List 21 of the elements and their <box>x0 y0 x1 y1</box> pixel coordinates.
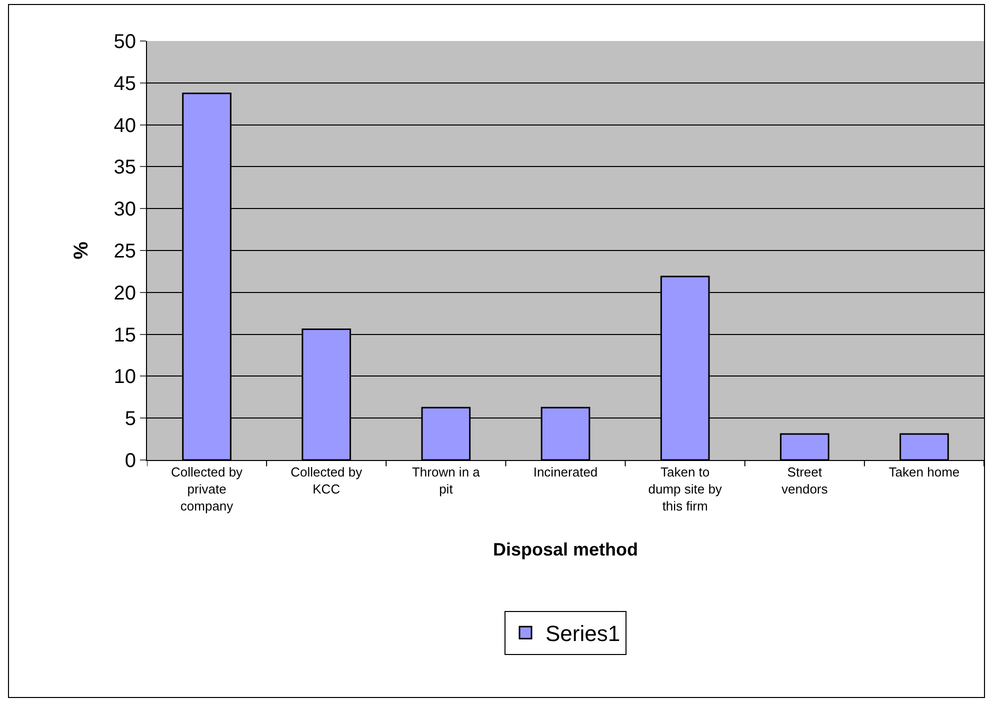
y-tick-label: 45 <box>114 72 136 95</box>
x-tick-label: Taken to dump site by this firm <box>648 464 722 514</box>
x-tick-label: Street vendors <box>782 464 828 496</box>
x-tick-label: Collected by private company <box>171 464 244 514</box>
y-tick-label: 25 <box>114 240 136 262</box>
y-tick-label: 15 <box>114 324 136 346</box>
y-tick-label: 35 <box>114 156 136 179</box>
x-tick-label: Taken home <box>888 464 960 480</box>
legend-label: Series1 <box>546 621 620 646</box>
y-tick-label: 40 <box>114 114 136 137</box>
y-tick-label: 5 <box>124 408 136 430</box>
y-axis-title: % <box>70 241 92 260</box>
y-tick-label: 30 <box>114 198 136 221</box>
y-tick-label: 0 <box>124 450 136 472</box>
y-tick-label: 50 <box>114 31 136 53</box>
y-tick-label: 10 <box>114 366 136 388</box>
x-tick-label: Thrown in a pit <box>412 464 481 496</box>
x-axis-title: Disposal method <box>492 540 638 560</box>
y-tick-label: 20 <box>114 282 136 304</box>
x-tick-label: Collected by KCC <box>290 464 363 496</box>
x-tick-label: Incinerated <box>533 464 598 480</box>
